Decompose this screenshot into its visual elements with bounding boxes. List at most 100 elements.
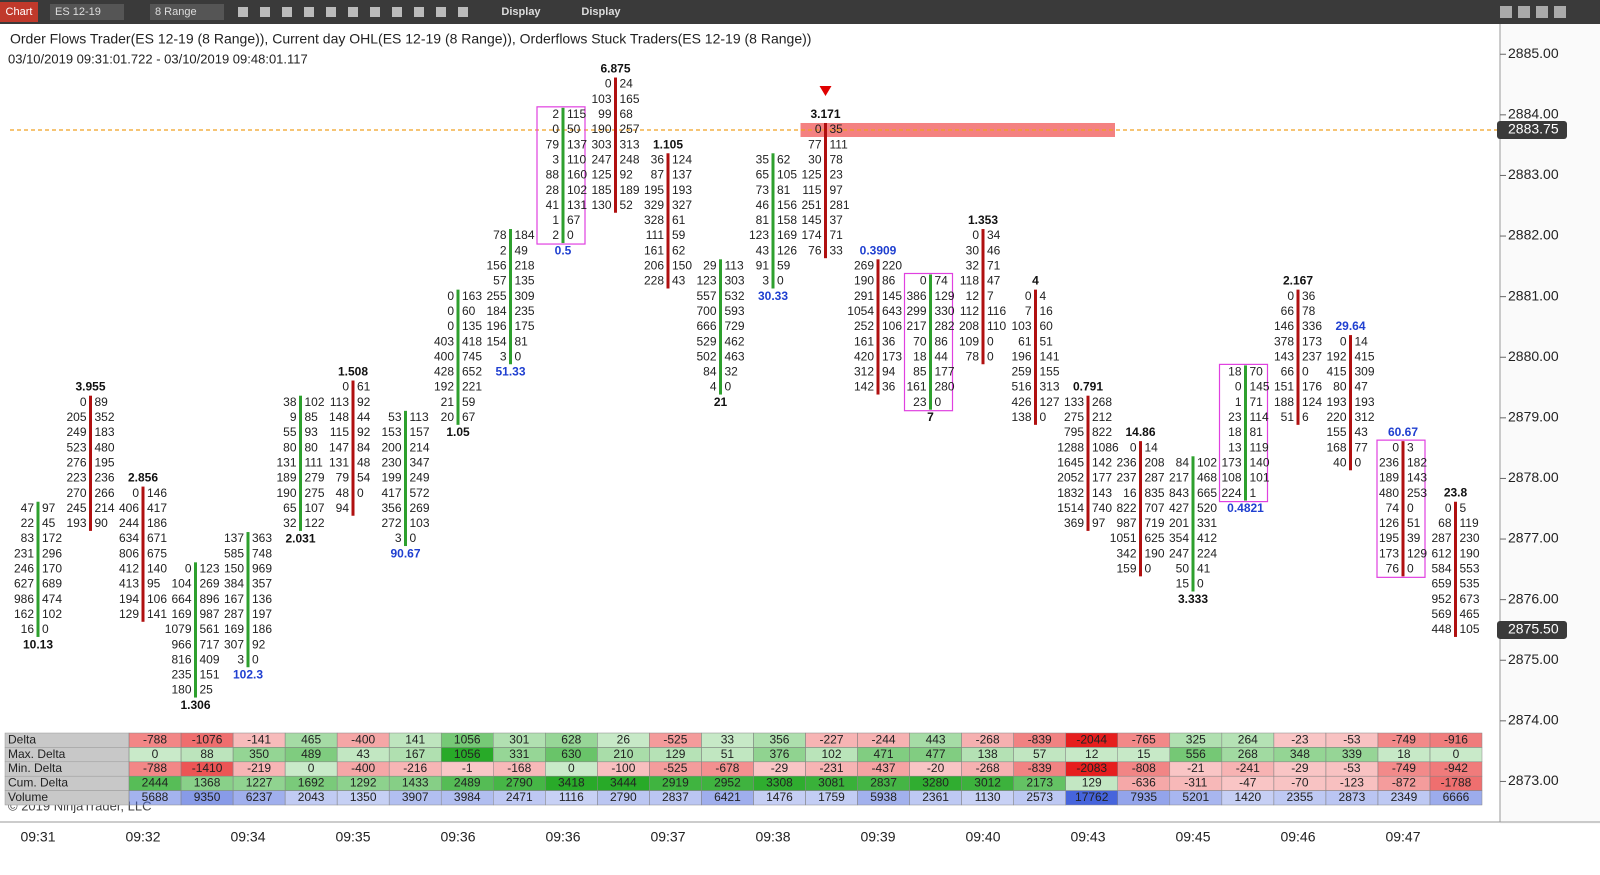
chart-tab[interactable]	[0, 2, 38, 22]
bid-volume: 3	[500, 349, 507, 363]
window-button[interactable]	[1554, 6, 1566, 18]
stats-value: -268	[976, 761, 1000, 775]
icon[interactable]	[260, 7, 270, 17]
stats-value: 3308	[766, 776, 793, 790]
time-label: 09:36	[545, 829, 580, 845]
ask-volume: 160	[567, 168, 587, 182]
icon[interactable]	[282, 7, 292, 17]
bar-body	[1401, 441, 1405, 577]
stats-value: 2837	[662, 790, 689, 804]
bid-volume: 109	[959, 334, 979, 348]
icon[interactable]	[238, 7, 248, 17]
stats-value: -916	[1444, 732, 1468, 746]
icon[interactable]	[304, 7, 314, 17]
stats-value: 0	[152, 747, 159, 761]
bid-volume: 585	[224, 546, 244, 560]
stats-value: -942	[1444, 761, 1468, 775]
stats-value: 1433	[402, 776, 429, 790]
bar-body	[141, 486, 145, 622]
display-button[interactable]: Display	[581, 6, 621, 18]
time-label: 09:37	[650, 829, 685, 845]
bid-volume: 259	[1011, 365, 1031, 379]
bar-body	[824, 122, 827, 259]
stats-value: -525	[663, 732, 687, 746]
stats-value: -1410	[192, 761, 223, 775]
ask-volume: 0	[1355, 455, 1362, 469]
bid-volume: 195	[644, 183, 664, 197]
stats-value: -1	[462, 761, 473, 775]
bid-volume: 194	[119, 592, 139, 606]
ask-volume: 14	[1145, 440, 1159, 454]
stats-value: 2489	[454, 776, 481, 790]
ask-volume: 190	[1145, 546, 1165, 560]
bid-volume: 0	[447, 289, 454, 303]
icon[interactable]	[370, 7, 380, 17]
stats-row-label: Min. Delta	[8, 761, 62, 775]
bar-ratio: 1.508	[338, 365, 368, 379]
stats-value: -788	[143, 761, 167, 775]
instrument-select[interactable]	[50, 4, 124, 20]
bid-volume: 32	[966, 259, 980, 273]
icon[interactable]	[414, 7, 424, 17]
ask-volume: 0	[935, 395, 942, 409]
bar-body	[299, 395, 302, 531]
bid-volume: 634	[119, 531, 139, 545]
period-select[interactable]	[150, 4, 224, 20]
stats-value: 2349	[1391, 790, 1418, 804]
stats-value: 3081	[818, 776, 845, 790]
bid-volume: 1288	[1057, 440, 1084, 454]
ask-volume: 896	[200, 592, 220, 606]
stats-value: -749	[1392, 732, 1416, 746]
icon[interactable]	[326, 7, 336, 17]
ask-volume: 37	[830, 213, 844, 227]
icon[interactable]	[436, 7, 446, 17]
display-button[interactable]: Display	[501, 6, 541, 18]
window-button[interactable]	[1500, 6, 1512, 18]
bid-volume: 666	[696, 319, 716, 333]
bid-volume: 354	[1169, 531, 1189, 545]
bar-ratio: 90.67	[390, 546, 420, 560]
stats-value: 3984	[454, 790, 481, 804]
price-tick-label: 2876.00	[1508, 590, 1559, 606]
icon[interactable]	[458, 7, 468, 17]
bar-ratio: 1.306	[180, 698, 210, 712]
bar-ratio: 3.171	[810, 107, 840, 121]
ask-volume: 237	[1302, 349, 1322, 363]
ask-volume: 47	[1355, 380, 1369, 394]
bid-volume: 47	[21, 501, 35, 515]
stats-value: 88	[200, 747, 214, 761]
stats-value: 356	[769, 732, 789, 746]
ask-volume: 593	[725, 304, 745, 318]
ask-volume: 465	[1460, 607, 1480, 621]
bid-volume: 20	[441, 410, 455, 424]
bid-volume: 291	[854, 289, 874, 303]
bid-volume: 3	[762, 274, 769, 288]
ask-volume: 176	[1302, 380, 1322, 394]
ask-volume: 51	[1040, 334, 1054, 348]
time-label: 09:43	[1070, 829, 1105, 845]
ask-volume: 59	[672, 228, 686, 242]
bid-volume: 199	[381, 471, 401, 485]
stats-value: 17762	[1075, 790, 1109, 804]
bid-volume: 417	[381, 486, 401, 500]
bid-volume: 0	[1340, 334, 1347, 348]
bar-ratio: 21	[714, 395, 728, 409]
stats-value: -29	[771, 761, 789, 775]
window-button[interactable]	[1518, 6, 1530, 18]
bar-ratio: 0.791	[1073, 380, 1103, 394]
chart-date-range: 03/10/2019 09:31:01.722 - 03/10/2019 09:…	[8, 51, 308, 66]
bid-volume: 80	[283, 440, 297, 454]
bid-volume: 230	[381, 455, 401, 469]
window-button[interactable]	[1536, 6, 1548, 18]
icon[interactable]	[348, 7, 358, 17]
bar-body	[771, 153, 775, 289]
ask-volume: 0	[567, 228, 574, 242]
bid-volume: 420	[854, 349, 874, 363]
bid-volume: 502	[696, 349, 716, 363]
ask-volume: 0	[1145, 562, 1152, 576]
bid-volume: 795	[1064, 425, 1084, 439]
icon[interactable]	[392, 7, 402, 17]
bid-volume: 46	[756, 198, 770, 212]
ask-volume: 675	[147, 546, 167, 560]
